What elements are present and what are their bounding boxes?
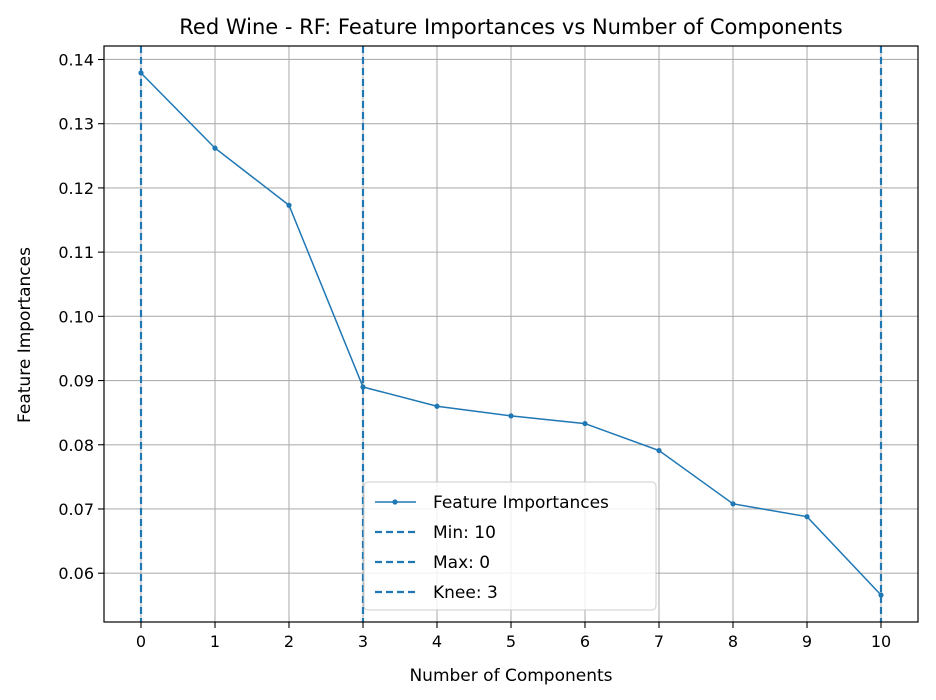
data-point [804,514,810,520]
x-tick-label: 1 [210,632,220,651]
data-point [434,403,440,409]
tick-layer: 0 1 2 3 4 5 6 7 8 9 10 0.06 0.07 0.08 0.09 0.10 0.11 0.12… [58,50,891,651]
legend-entry-label: Min: 10 [433,523,496,543]
y-tick-label: 0.09 [58,372,94,391]
x-tick-label: 5 [506,632,516,651]
y-tick-label: 0.06 [58,564,94,583]
legend: Feature Importances Min: 10 Max: 0 Knee: 3 [363,481,657,611]
y-tick-label: 0.08 [58,436,94,455]
legend-entry-label: Knee: 3 [433,583,498,603]
x-tick-label: 0 [136,632,146,651]
data-point [656,447,662,454]
x-tick-label: 7 [654,632,664,651]
y-tick-label: 0.14 [58,50,94,69]
x-tick-label: 3 [358,632,368,651]
x-tick-label: 6 [580,632,590,651]
data-point [286,202,292,208]
y-tick-label: 0.13 [58,115,94,134]
y-tick-label: 0.07 [58,500,94,519]
data-point [878,592,884,598]
chart-title: Red Wine - RF: Feature Importances vs Nu… [179,15,843,39]
data-point [730,501,736,507]
reference-lines [139,46,883,622]
data-point [212,145,218,151]
series-layer [138,70,884,598]
x-tick-label: 9 [802,632,812,651]
data-point [138,70,144,76]
legend-entry-label: Feature Importances [433,493,609,513]
x-axis-label: Number of Components [409,666,612,686]
legend-entry-label: Max: 0 [433,553,490,573]
y-tick-label: 0.10 [58,307,94,326]
x-tick-label: 10 [871,632,891,651]
x-tick-label: 8 [728,632,738,651]
y-axis-label: Feature Importances [15,247,35,423]
data-point [360,384,366,390]
x-tick-label: 2 [284,632,294,651]
y-tick-label: 0.11 [58,243,94,262]
y-tick-label: 0.12 [58,179,94,198]
data-point [582,420,588,427]
x-tick-label: 4 [432,632,442,651]
legend-swatch-marker [392,499,398,505]
data-point [508,413,514,419]
legend-box [363,481,657,611]
